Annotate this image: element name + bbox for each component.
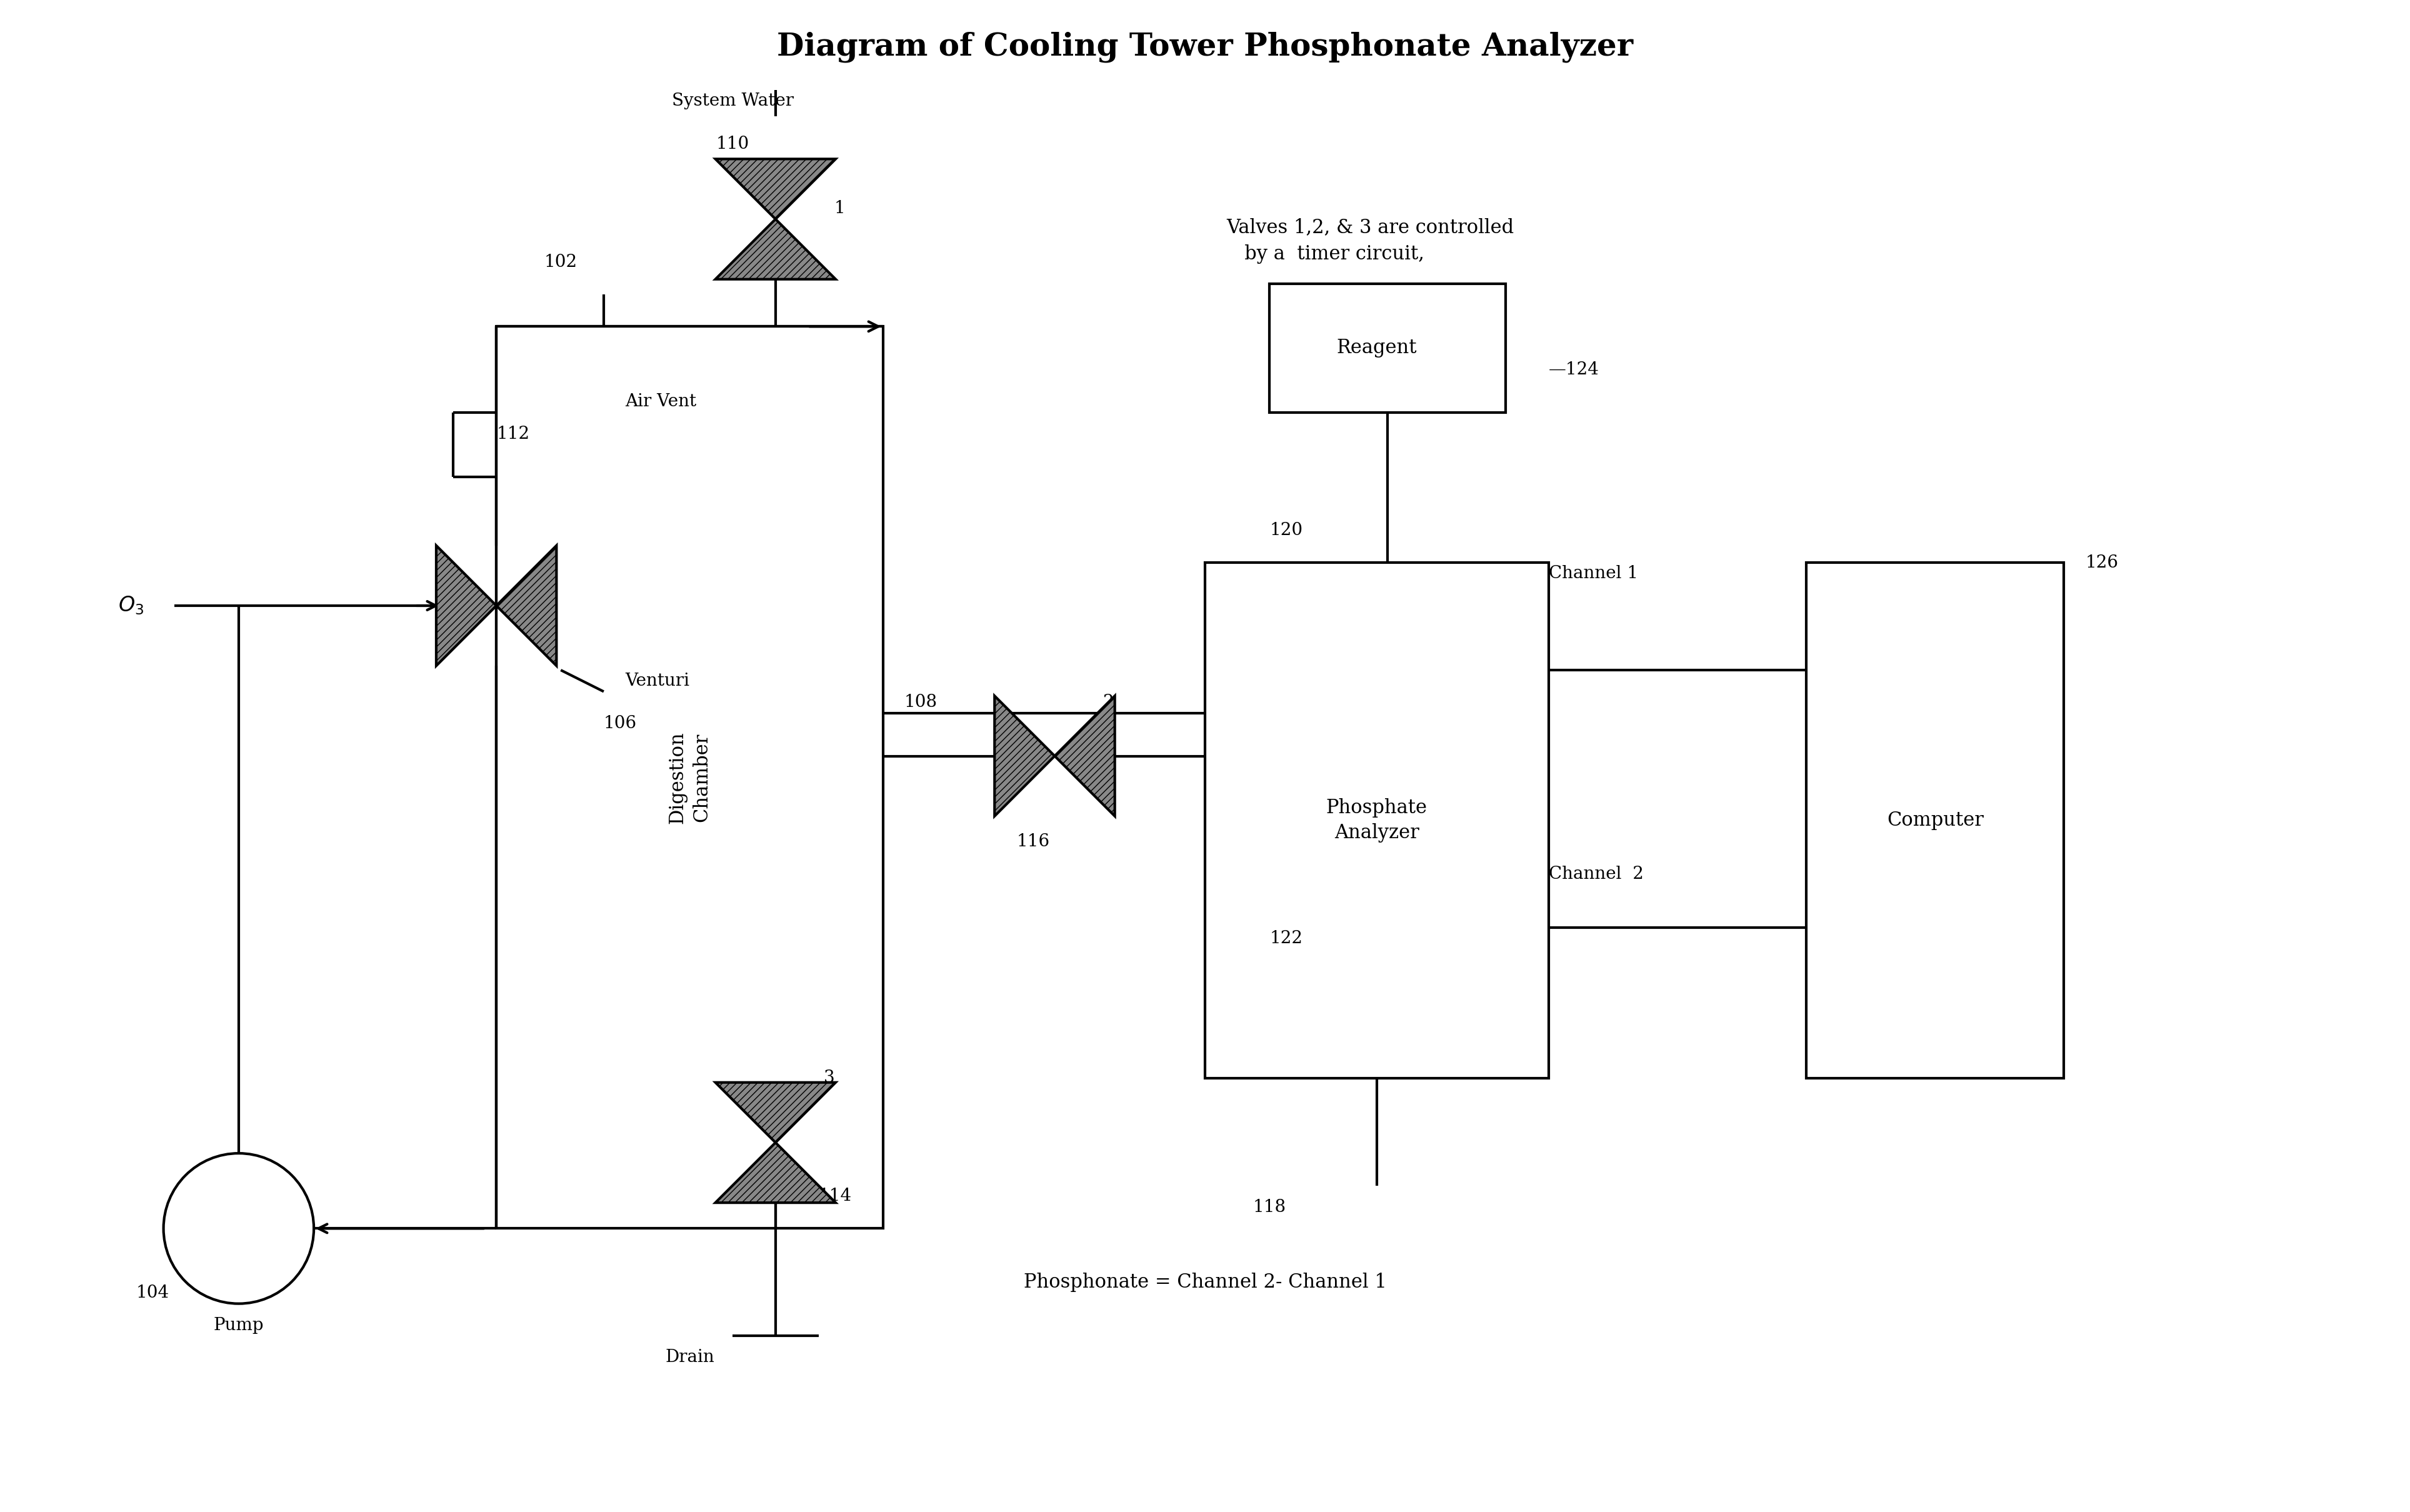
Text: Reagent: Reagent xyxy=(1338,339,1417,358)
Polygon shape xyxy=(716,1143,836,1202)
Text: 114: 114 xyxy=(819,1188,851,1205)
Text: 1: 1 xyxy=(834,200,846,216)
Polygon shape xyxy=(716,159,836,219)
Text: System Water: System Water xyxy=(672,92,793,109)
Text: 102: 102 xyxy=(545,254,578,271)
Text: Diagram of Cooling Tower Phosphonate Analyzer: Diagram of Cooling Tower Phosphonate Ana… xyxy=(776,32,1634,64)
Text: 104: 104 xyxy=(135,1285,169,1302)
Text: Computer: Computer xyxy=(1887,810,1983,830)
Bar xyxy=(1805,562,2063,1078)
Text: 116: 116 xyxy=(1017,833,1051,850)
Text: —124: —124 xyxy=(1550,361,1600,378)
Text: 110: 110 xyxy=(716,136,750,153)
Text: 108: 108 xyxy=(904,694,937,711)
Bar xyxy=(496,327,882,1228)
Polygon shape xyxy=(716,1083,836,1143)
Text: Pump: Pump xyxy=(214,1317,263,1334)
Text: Channel 1: Channel 1 xyxy=(1550,565,1639,582)
Text: Phosphonate = Channel 2- Channel 1: Phosphonate = Channel 2- Channel 1 xyxy=(1024,1273,1386,1291)
Text: 106: 106 xyxy=(605,715,636,732)
Polygon shape xyxy=(1056,696,1116,816)
Text: 112: 112 xyxy=(496,425,530,443)
Text: 120: 120 xyxy=(1270,522,1304,538)
Text: Drain: Drain xyxy=(665,1349,713,1365)
Polygon shape xyxy=(716,219,836,280)
Polygon shape xyxy=(995,696,1056,816)
Text: 122: 122 xyxy=(1270,930,1301,947)
Text: 126: 126 xyxy=(2085,555,2118,572)
Text: Air Vent: Air Vent xyxy=(624,393,696,410)
Text: Phosphate
Analyzer: Phosphate Analyzer xyxy=(1326,798,1427,842)
Text: Channel  2: Channel 2 xyxy=(1550,866,1644,883)
Text: $O_3$: $O_3$ xyxy=(118,594,145,617)
Text: Venturi: Venturi xyxy=(624,673,689,689)
Bar xyxy=(1270,284,1506,413)
Text: 3: 3 xyxy=(824,1069,834,1087)
Text: Valves 1,2, & 3 are controlled
   by a  timer circuit,: Valves 1,2, & 3 are controlled by a time… xyxy=(1227,218,1513,263)
Polygon shape xyxy=(436,546,496,665)
Bar xyxy=(1205,562,1550,1078)
Text: 2: 2 xyxy=(1104,694,1113,711)
Text: Digestion
Chamber: Digestion Chamber xyxy=(668,732,711,824)
Text: 118: 118 xyxy=(1253,1199,1287,1216)
Polygon shape xyxy=(496,546,557,665)
